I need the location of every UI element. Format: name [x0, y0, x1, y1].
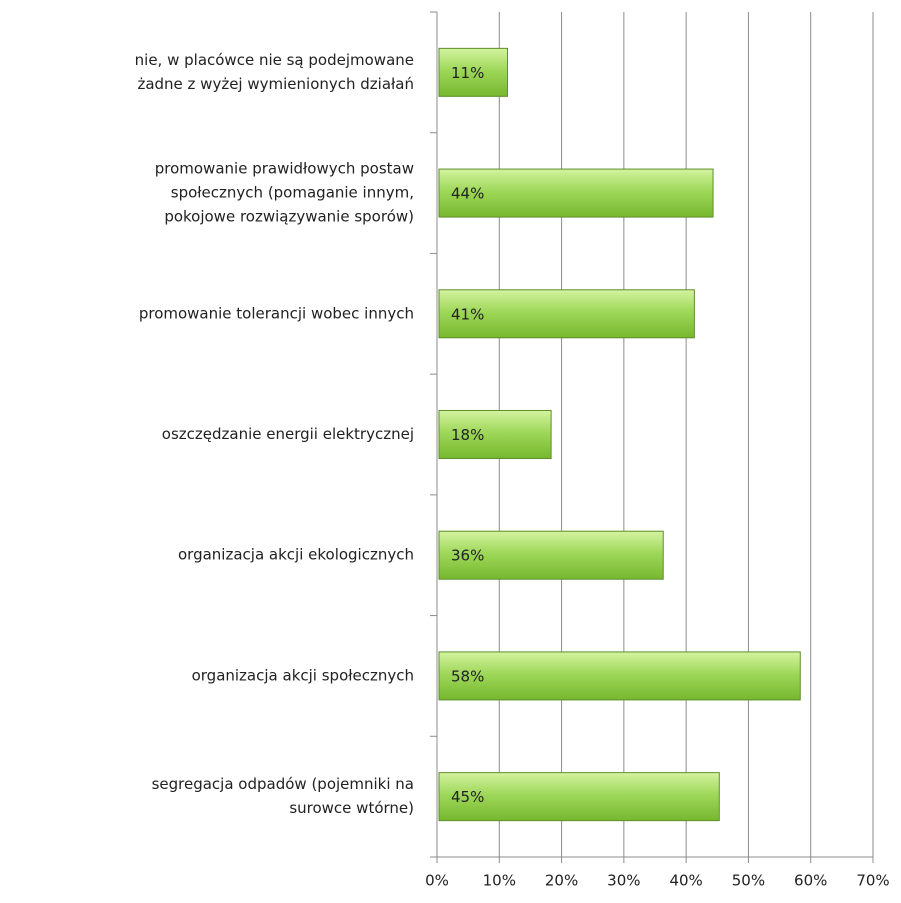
- data-label: 44%: [451, 185, 484, 203]
- bar: [438, 168, 714, 218]
- x-tick-label: 40%: [669, 872, 702, 890]
- x-tick-label: 50%: [732, 872, 765, 890]
- bar: [438, 651, 801, 701]
- y-tick-label: żadne z wyżej wymienionych działań: [137, 75, 414, 93]
- y-tick-label: społecznych (pomaganie innym,: [171, 184, 414, 202]
- y-tick-label: nie, w placówce nie są podejmowane: [135, 51, 414, 69]
- x-tick-label: 70%: [856, 872, 889, 890]
- bar: [438, 47, 509, 97]
- x-tick-label: 10%: [483, 872, 516, 890]
- y-tick-label: promowanie prawidłowych postaw: [155, 160, 414, 178]
- data-label: 36%: [451, 547, 484, 565]
- y-tick-label: organizacja akcji ekologicznych: [178, 546, 414, 564]
- data-label: 45%: [451, 788, 484, 806]
- y-tick-label: pokojowe rozwiązywanie sporów): [164, 208, 414, 226]
- x-tick-label: 20%: [545, 872, 578, 890]
- x-tick-label: 60%: [794, 872, 827, 890]
- data-label: 41%: [451, 305, 484, 323]
- bar: [438, 289, 695, 339]
- x-tick-label: 30%: [607, 872, 640, 890]
- y-tick-label: promowanie tolerancji wobec innych: [139, 304, 414, 322]
- data-label: 58%: [451, 667, 484, 685]
- data-label: 18%: [451, 426, 484, 444]
- bar: [438, 410, 552, 459]
- y-tick-label: surowce wtórne): [289, 799, 414, 817]
- bar: [438, 772, 720, 822]
- y-tick-label: oszczędzanie energii elektrycznej: [162, 425, 414, 443]
- y-tick-label: organizacja akcji społecznych: [192, 666, 414, 684]
- x-tick-label: 0%: [425, 872, 449, 890]
- y-tick-label: segregacja odpadów (pojemniki na: [152, 775, 414, 793]
- bar: [438, 530, 664, 580]
- data-label: 11%: [451, 64, 484, 82]
